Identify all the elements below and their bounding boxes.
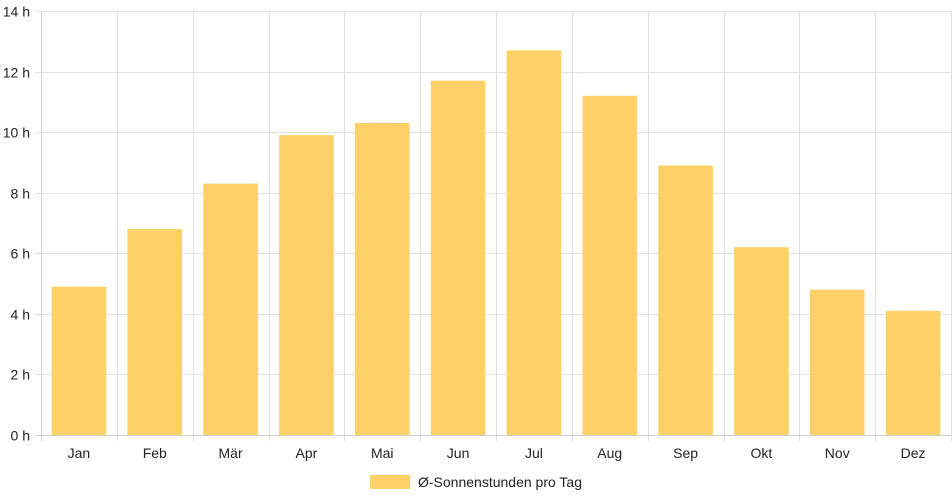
y-tick-label: 14 h bbox=[3, 4, 30, 20]
bar-okt[interactable] bbox=[734, 247, 789, 435]
bars bbox=[51, 50, 941, 436]
y-tick-label: 10 h bbox=[3, 125, 30, 141]
bar-apr[interactable] bbox=[279, 135, 334, 435]
bar-sep[interactable] bbox=[658, 165, 713, 435]
bar-aug[interactable] bbox=[582, 95, 638, 436]
legend[interactable]: Ø-Sonnenstunden pro Tag bbox=[370, 474, 582, 490]
bar-mai[interactable] bbox=[354, 123, 410, 436]
axes bbox=[35, 11, 951, 441]
bar-feb[interactable] bbox=[127, 229, 183, 435]
legend-label[interactable]: Ø-Sonnenstunden pro Tag bbox=[418, 474, 582, 490]
x-tick-label: Okt bbox=[751, 445, 773, 461]
grid-lines bbox=[35, 11, 952, 441]
bar-jul[interactable] bbox=[506, 50, 562, 435]
x-tick-label: Apr bbox=[296, 445, 318, 461]
x-tick-label: Feb bbox=[143, 445, 167, 461]
x-tick-labels: Jan Feb Mär Apr Mai Jun Jul Aug Sep Okt Nov Dez bbox=[68, 445, 926, 461]
x-tick-label: Mär bbox=[219, 445, 243, 461]
x-tick-label: Nov bbox=[825, 445, 850, 461]
x-tick-label: Sep bbox=[673, 445, 698, 461]
x-tick-label: Mai bbox=[371, 445, 394, 461]
x-tick-label: Aug bbox=[597, 445, 622, 461]
x-tick-label: Jun bbox=[447, 445, 470, 461]
x-tick-label: Jan bbox=[68, 445, 91, 461]
y-tick-label: 8 h bbox=[11, 186, 30, 202]
bar-nov[interactable] bbox=[809, 289, 865, 435]
y-tick-label: 0 h bbox=[11, 428, 30, 444]
bar-jun[interactable] bbox=[430, 80, 486, 436]
bar-dez[interactable] bbox=[885, 310, 941, 435]
x-tick-label: Jul bbox=[525, 445, 543, 461]
legend-swatch[interactable] bbox=[370, 475, 410, 489]
bar-mär[interactable] bbox=[203, 183, 258, 435]
y-tick-label: 6 h bbox=[11, 246, 30, 262]
y-tick-label: 12 h bbox=[3, 65, 30, 81]
y-tick-labels: 0 h 2 h 4 h 6 h 8 h 10 h 12 h 14 h bbox=[3, 4, 30, 444]
y-tick-label: 2 h bbox=[11, 367, 30, 383]
y-tick-label: 4 h bbox=[11, 307, 30, 323]
x-tick-label: Dez bbox=[901, 445, 926, 461]
bar-jan[interactable] bbox=[51, 286, 107, 435]
